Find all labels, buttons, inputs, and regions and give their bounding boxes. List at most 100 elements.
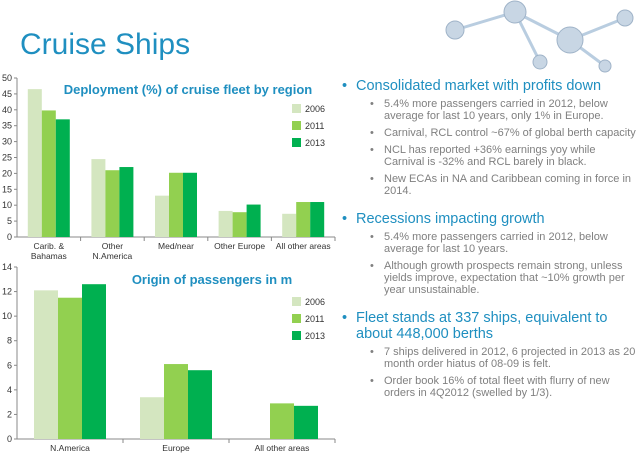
sub-bullet-item: • 7 ships delivered in 2012, 6 projected …: [340, 346, 638, 370]
sub-bullet-item: • New ECAs in NA and Caribbean coming in …: [340, 173, 638, 197]
legend-swatch: [292, 121, 301, 130]
sub-bullet-text: NCL has reported +36% earnings yoy while…: [384, 144, 596, 168]
sub-bullet-item: • 5.4% more passengers carried in 2012, b…: [340, 98, 638, 122]
bar-2006: [27, 89, 42, 237]
deployment-chart: 0 5 10 15 20 25 30 35 40 45 50 Carib. & Bahamas Other…: [2, 73, 336, 261]
y-tick-label: 40: [2, 105, 12, 115]
bar-2013: [55, 119, 70, 237]
sub-bullet-item: • Order book 16% of total fleet with flur…: [340, 375, 638, 399]
y-tick-label: 30: [2, 137, 12, 147]
legend-label: 2011: [305, 121, 324, 131]
bullet-dot: •: [342, 310, 348, 326]
legend-swatch: [292, 104, 301, 113]
bar-2013: [183, 172, 197, 237]
sub-bullet-text: 5.4% more passengers carried in 2012, be…: [384, 98, 608, 122]
y-tick-label: 10: [2, 200, 12, 210]
bullet-dot: •: [342, 211, 348, 227]
bar-2011: [296, 202, 311, 237]
y-tick-label: 5: [7, 216, 12, 226]
legend-label: 2013: [305, 138, 325, 148]
y-tick-label: 6: [7, 360, 12, 370]
sub-bullet-item: • 5.4% more passengers carried in 2012, b…: [340, 231, 638, 255]
legend-swatch: [292, 314, 301, 323]
chart-title: Origin of passengers in m: [132, 272, 292, 287]
y-tick-label: 8: [7, 336, 12, 346]
bullet-dot: •: [370, 98, 374, 110]
sub-bullet-text: 7 ships delivered in 2012, 6 projected i…: [384, 346, 636, 370]
bullet-dot: •: [370, 375, 374, 387]
legend-label: 2013: [305, 331, 325, 341]
bullet-dot: •: [370, 127, 374, 139]
passenger-origin-chart: 0 2 4 6 8 10 12 14 N.America Europe All other area…: [2, 262, 336, 453]
slide-title: Cruise Ships: [20, 28, 191, 61]
y-tick-label: 20: [2, 168, 12, 178]
bar-2011: [58, 297, 82, 439]
legend-swatch: [292, 331, 301, 340]
y-tick-label: 2: [7, 409, 12, 419]
sub-bullet-list: • 7 ships delivered in 2012, 6 projected …: [340, 346, 638, 399]
bullet-dot: •: [370, 346, 374, 358]
y-tick-label: 15: [2, 184, 12, 194]
bullet-dot: •: [370, 260, 374, 272]
chart-title: Deployment (%) of cruise fleet by region: [64, 82, 313, 97]
bar-2006: [34, 290, 58, 439]
bar-2011: [164, 364, 188, 439]
bar-2006: [155, 195, 169, 237]
bullet-text: Fleet stands at 337 ships, equivalent to…: [356, 310, 608, 342]
bullet-dot: •: [342, 78, 348, 94]
y-tick-label: 0: [7, 434, 12, 444]
sub-bullet-list: • 5.4% more passengers carried in 2012, b…: [340, 231, 638, 296]
y-tick-label: 10: [2, 311, 12, 321]
bar-2011: [105, 170, 120, 237]
category-label: All other areas: [255, 443, 310, 453]
bar-2006: [91, 159, 106, 237]
bar-2013: [188, 370, 212, 439]
category-label: Other Europe: [214, 241, 265, 251]
category-label: Med/near: [158, 241, 194, 251]
legend-label: 2011: [305, 314, 324, 324]
bar-2013: [294, 405, 318, 439]
sub-bullet-list: • 5.4% more passengers carried in 2012, b…: [340, 98, 638, 197]
category-label: All other areas: [276, 241, 331, 251]
y-tick-label: 25: [2, 153, 12, 163]
legend-swatch: [292, 297, 301, 306]
y-tick-label: 4: [7, 385, 12, 395]
y-tick-label: 12: [2, 287, 12, 297]
bar-2011: [41, 110, 56, 237]
legend-swatch: [292, 138, 301, 147]
bar-2013: [310, 202, 325, 237]
y-tick-label: 14: [2, 262, 12, 272]
category-label: N.America: [50, 443, 90, 453]
bar-2006: [282, 213, 297, 237]
bar-2006: [218, 210, 233, 237]
y-tick-label: 45: [2, 89, 12, 99]
bullet-dot: •: [370, 144, 374, 156]
sub-bullet-text: New ECAs in NA and Caribbean coming in f…: [384, 173, 632, 197]
category-label: Carib. & Bahamas: [31, 241, 67, 261]
legend-label: 2006: [305, 104, 325, 114]
bar-2011: [270, 403, 294, 439]
sub-bullet-text: 5.4% more passengers carried in 2012, be…: [384, 231, 608, 255]
sub-bullet-item: • Although growth prospects remain strong…: [340, 260, 638, 296]
y-tick-label: 35: [2, 121, 12, 131]
bar-2013: [246, 204, 261, 237]
bullet-item: • Consolidated market with profits down: [340, 78, 638, 94]
bar-2013: [82, 284, 106, 439]
bar-2011: [169, 172, 183, 237]
bullet-dot: •: [370, 173, 374, 185]
y-tick-label: 0: [7, 232, 12, 242]
bullet-item: • Fleet stands at 337 ships, equivalent t…: [340, 310, 638, 342]
bullet-list: • Consolidated market with profits down • 5…: [340, 78, 638, 413]
bullet-item: • Recessions impacting growth: [340, 211, 638, 227]
bullet-text: Consolidated market with profits down: [356, 78, 602, 94]
legend-label: 2006: [305, 297, 325, 307]
bar-2013: [119, 167, 134, 237]
category-label: Europe: [162, 443, 190, 453]
molecule-graphic: [445, 0, 634, 73]
bar-2006: [140, 397, 164, 439]
sub-bullet-item: • NCL has reported +36% earnings yoy whil…: [340, 144, 638, 168]
y-tick-label: 50: [2, 73, 12, 83]
bar-2011: [232, 212, 247, 237]
sub-bullet-item: • Carnival, RCL control ~67% of global be…: [340, 127, 638, 139]
bullet-text: Recessions impacting growth: [356, 211, 545, 227]
